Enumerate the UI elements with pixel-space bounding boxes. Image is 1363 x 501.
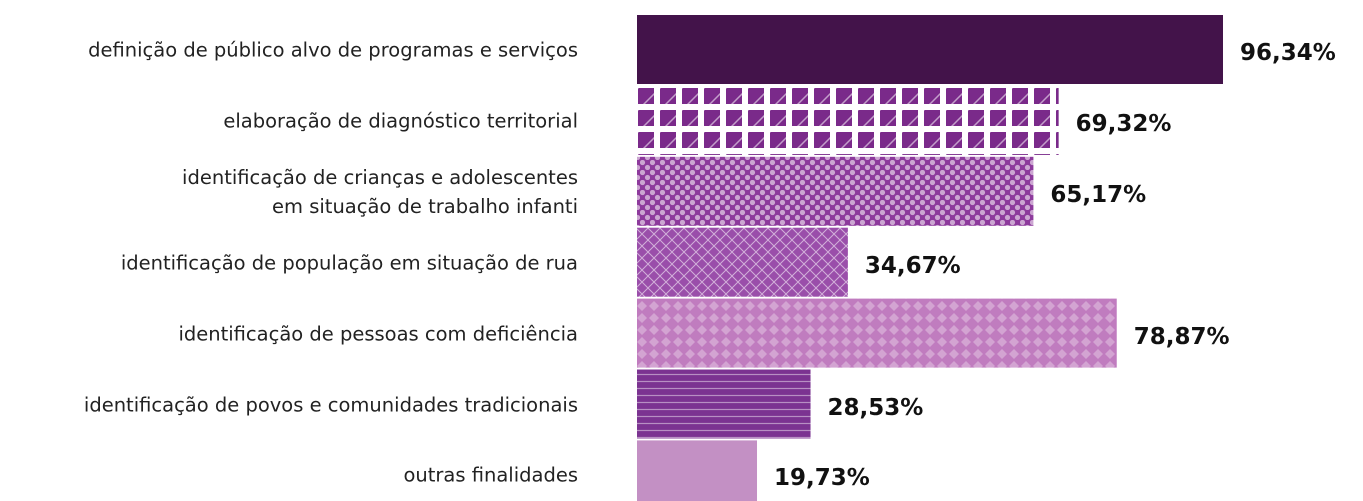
bar <box>637 369 811 439</box>
bar <box>637 85 1059 155</box>
value-label: 34,67% <box>864 252 961 279</box>
category-label: identificação de povos e comunidades tra… <box>83 393 578 416</box>
category-label: identificação de população em situação d… <box>120 251 578 275</box>
category-label: elaboração de diagnóstico territorial <box>223 109 578 133</box>
value-label: 65,17% <box>1050 181 1147 208</box>
bar <box>637 227 848 297</box>
value-label: 28,53% <box>827 394 924 421</box>
value-label: 19,73% <box>774 465 870 492</box>
bar <box>637 440 758 501</box>
bar <box>637 298 1117 368</box>
category-label: definição de público alvo de programas e… <box>88 38 578 62</box>
category-label: identificação de pessoas com deficiência <box>178 322 578 346</box>
value-label: 78,87% <box>1133 323 1230 350</box>
category-label: identificação de crianças e adolescentes… <box>182 165 578 218</box>
bar <box>637 156 1034 226</box>
value-label: 69,32% <box>1075 110 1172 137</box>
category-label: outras finalidades <box>403 463 578 487</box>
bar <box>637 15 1223 84</box>
value-label: 96,34% <box>1240 40 1336 66</box>
